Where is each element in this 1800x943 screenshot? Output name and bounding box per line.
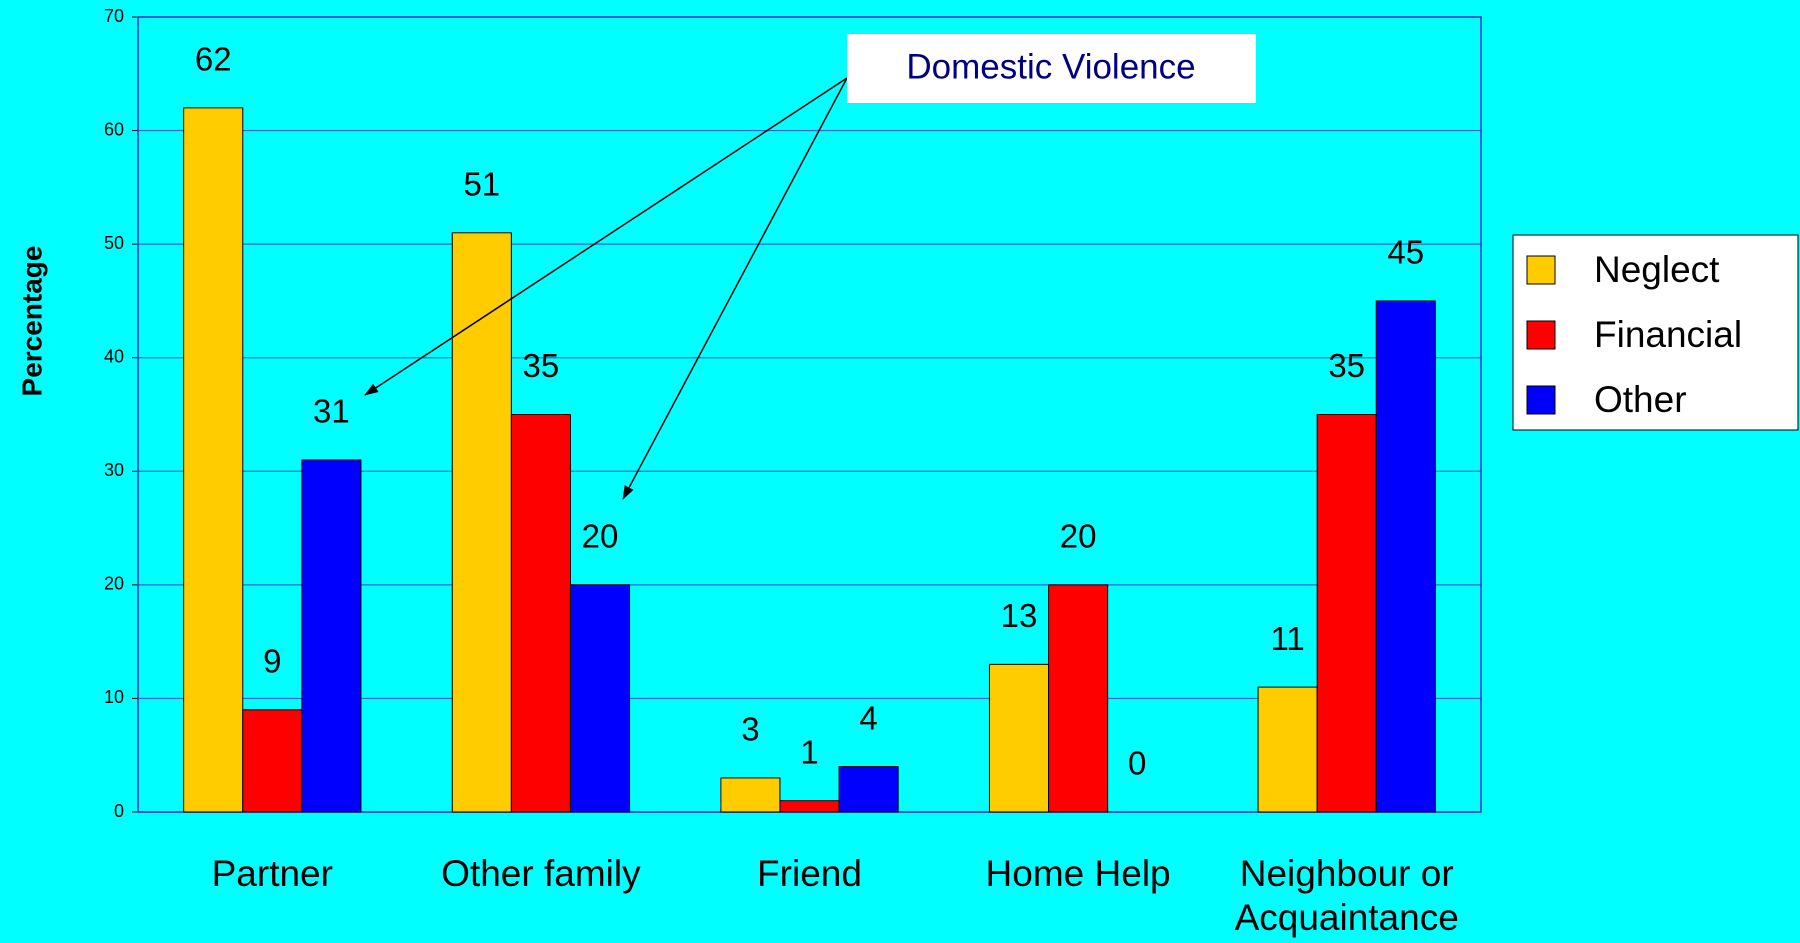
legend-swatch — [1526, 385, 1556, 415]
legend-box — [1512, 234, 1799, 431]
data-label: 1 — [800, 733, 818, 770]
y-tick-label: 30 — [104, 460, 124, 480]
y-axis-label: Percentage — [16, 246, 47, 397]
legend-label: Neglect — [1594, 249, 1720, 290]
data-label: 3 — [741, 711, 759, 748]
x-tick-label: Home Help — [985, 853, 1171, 894]
annotation: Domestic Violence — [906, 47, 1195, 86]
bar — [838, 766, 899, 813]
y-tick-label: 60 — [104, 119, 124, 139]
bar — [301, 459, 362, 813]
bar — [569, 584, 631, 813]
data-label: 4 — [859, 699, 877, 736]
y-tick-label: 0 — [114, 801, 124, 821]
legend-label: Financial — [1594, 314, 1742, 355]
bar — [988, 663, 1050, 813]
data-label: 62 — [195, 41, 232, 78]
bar — [242, 709, 303, 813]
y-tick-label: 20 — [104, 574, 124, 594]
data-label: 20 — [1060, 518, 1097, 555]
bar — [779, 800, 840, 813]
data-label: 9 — [263, 643, 281, 680]
data-label: 0 — [1128, 745, 1146, 782]
bar — [1316, 414, 1377, 813]
x-tick-label: Partner — [211, 853, 333, 894]
data-label: 13 — [1001, 597, 1038, 634]
legend-label: Other — [1594, 379, 1687, 420]
data-label: 51 — [463, 166, 500, 203]
bar — [720, 777, 781, 813]
x-tick-label: Friend — [757, 853, 862, 894]
data-label: 35 — [1328, 347, 1365, 384]
data-label: 45 — [1387, 234, 1424, 271]
annotation-arrow — [622, 77, 848, 500]
data-label: 31 — [313, 393, 350, 430]
annotation-arrow — [364, 77, 848, 396]
bar — [1048, 584, 1109, 813]
x-tick-label: Other family — [441, 853, 641, 894]
legend-swatch — [1526, 255, 1556, 285]
legend-swatch — [1526, 320, 1556, 350]
bar — [1257, 686, 1318, 813]
legend: Neglect Financial Other — [1526, 249, 1742, 420]
y-tick-label: 50 — [104, 233, 124, 253]
x-tick-label: Neighbour or Acquaintance — [1234, 853, 1459, 938]
annotation-box — [847, 34, 1256, 103]
y-tick-label: 40 — [104, 346, 124, 366]
bar — [451, 232, 512, 813]
y-tick-label: 10 — [104, 687, 124, 707]
bar — [1375, 300, 1436, 813]
bar — [510, 414, 571, 813]
data-label: 20 — [582, 518, 619, 555]
y-tick-label: 70 — [104, 6, 124, 26]
data-label: 35 — [523, 347, 560, 384]
data-label: 11 — [1270, 620, 1304, 657]
bar — [183, 107, 244, 813]
